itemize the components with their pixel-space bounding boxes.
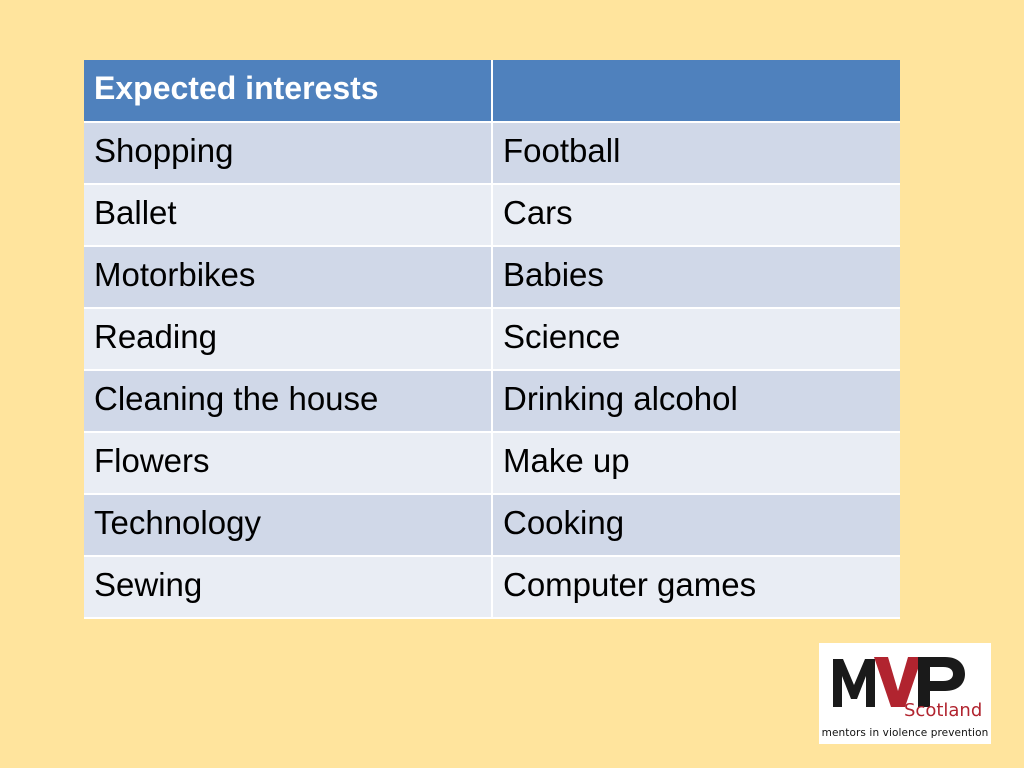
table-cell: Computer games xyxy=(492,556,900,619)
table-row: Technology Cooking xyxy=(84,494,900,557)
table-cell: Football xyxy=(492,122,900,185)
mvp-logo-mark xyxy=(833,657,965,707)
table-cell: Technology xyxy=(84,494,493,557)
table-row: Ballet Cars xyxy=(84,184,900,247)
table-row: Cleaning the house Drinking alcohol xyxy=(84,370,900,433)
table-row: Sewing Computer games xyxy=(84,556,900,619)
table-cell: Flowers xyxy=(84,432,493,495)
table-cell: Sewing xyxy=(84,556,493,619)
table-cell: Cars xyxy=(492,184,900,247)
table-cell: Motorbikes xyxy=(84,246,493,309)
table-cell: Ballet xyxy=(84,184,493,247)
table-cell: Babies xyxy=(492,246,900,309)
table-row: Reading Science xyxy=(84,308,900,371)
mvp-scotland-logo: Scotland mentors in violence prevention xyxy=(819,643,991,744)
interests-table: Expected interests Shopping Football Bal… xyxy=(84,60,900,619)
table-cell: Shopping xyxy=(84,122,493,185)
table-cell: Reading xyxy=(84,308,493,371)
header-cell-1: Expected interests xyxy=(84,60,493,123)
table-row: Shopping Football xyxy=(84,122,900,185)
logo-subtitle: Scotland xyxy=(904,700,983,721)
table-row: Flowers Make up xyxy=(84,432,900,495)
table-cell: Drinking alcohol xyxy=(492,370,900,433)
table-cell: Cleaning the house xyxy=(84,370,493,433)
table-cell: Cooking xyxy=(492,494,900,557)
table-row: Motorbikes Babies xyxy=(84,246,900,309)
table-cell: Make up xyxy=(492,432,900,495)
logo-tagline: mentors in violence prevention xyxy=(821,727,989,739)
header-cell-2 xyxy=(492,60,900,123)
table-cell: Science xyxy=(492,308,900,371)
table-header-row: Expected interests xyxy=(84,60,900,123)
